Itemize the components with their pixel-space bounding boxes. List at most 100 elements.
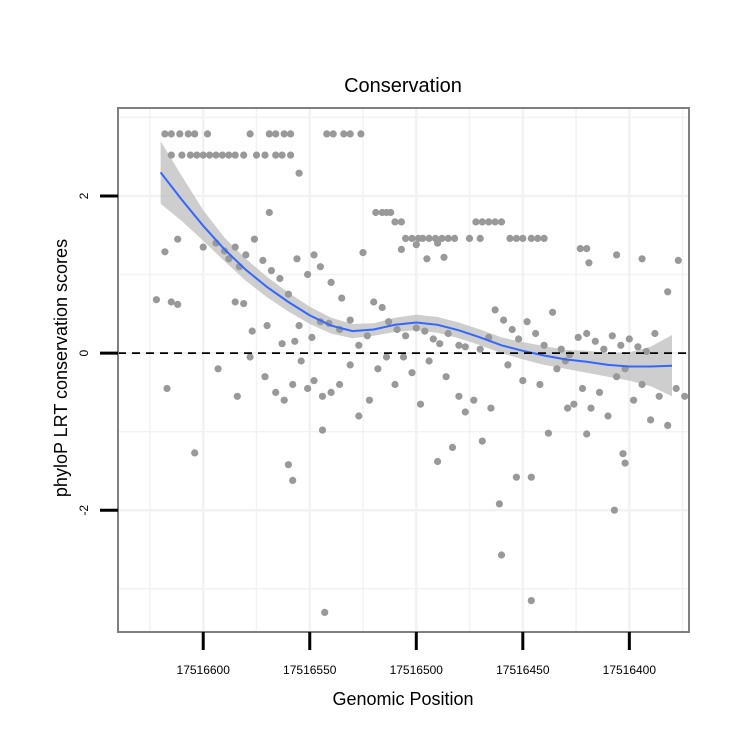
data-point [240, 300, 248, 308]
data-point [318, 392, 327, 400]
data-point [318, 426, 327, 434]
data-point [387, 208, 395, 217]
data-point [634, 343, 642, 351]
data-point [363, 332, 371, 340]
data-point [423, 255, 431, 263]
data-point [184, 130, 192, 138]
data-point [276, 274, 284, 283]
data-point [393, 325, 401, 334]
data-point [346, 316, 354, 324]
data-point [167, 130, 175, 138]
data-point [448, 443, 457, 451]
data-point [476, 234, 484, 242]
chart-title: Conservation [344, 75, 462, 97]
data-point [265, 130, 273, 138]
data-point [504, 361, 512, 369]
data-point [231, 151, 239, 159]
data-point [478, 218, 486, 226]
data-point [295, 322, 303, 330]
data-point [261, 373, 269, 381]
data-point [570, 400, 578, 408]
x-tick-label: 17516500 [390, 663, 444, 677]
data-point [259, 256, 267, 264]
data-point [461, 343, 469, 351]
data-point [176, 130, 184, 138]
data-point [402, 332, 410, 340]
data-point [536, 380, 544, 389]
y-axis-label: phyloP LRT conservation scores [51, 239, 71, 497]
smooth-line [159, 171, 673, 368]
data-point [451, 234, 459, 242]
data-point [316, 263, 324, 271]
data-point [233, 392, 241, 400]
data-point [625, 335, 633, 343]
data-point [295, 169, 303, 177]
data-point [240, 151, 248, 159]
data-point [267, 267, 275, 275]
data-point [519, 377, 527, 385]
data-point [465, 234, 474, 242]
data-point [491, 218, 499, 226]
y-tick-label: 2 [77, 192, 91, 199]
data-point [193, 151, 201, 159]
confidence-ribbon [160, 141, 672, 397]
data-point [408, 234, 416, 242]
data-point [246, 130, 254, 138]
data-point [515, 335, 523, 343]
data-point [647, 416, 655, 424]
data-point [485, 218, 493, 226]
data-point [583, 329, 591, 338]
data-point [655, 392, 663, 400]
data-point [372, 208, 380, 217]
data-point [613, 251, 621, 259]
data-point [231, 298, 239, 306]
data-point [265, 208, 273, 217]
data-point [397, 218, 405, 226]
data-point [167, 298, 175, 306]
data-point [617, 341, 625, 349]
data-point [674, 256, 682, 264]
data-point [220, 247, 229, 255]
data-point [242, 251, 250, 259]
x-tick-label: 17516450 [496, 663, 550, 677]
data-point [278, 340, 286, 348]
data-point [280, 396, 288, 404]
data-point [455, 392, 463, 400]
data-point [310, 377, 318, 385]
data-point [574, 333, 582, 341]
data-point [284, 461, 292, 469]
data-point [408, 369, 416, 377]
data-point [304, 270, 312, 279]
data-point [630, 396, 638, 404]
data-point [391, 218, 399, 226]
data-point [186, 151, 194, 159]
data-point [338, 294, 346, 302]
x-axis-label: Genomic Position [332, 689, 473, 709]
data-point [566, 351, 574, 359]
data-point [557, 345, 565, 353]
data-point [500, 316, 508, 324]
data-point [250, 235, 258, 243]
data-point [534, 234, 542, 242]
data-point [527, 597, 535, 605]
data-point [340, 130, 348, 138]
data-point [225, 255, 233, 263]
data-point [178, 151, 186, 159]
data-point [199, 151, 207, 159]
x-axis: 17516600 17516550 17516500 17516450 17516400 [177, 632, 656, 677]
data-point [357, 130, 365, 138]
data-point [252, 151, 261, 159]
data-point [591, 337, 599, 345]
data-point [323, 130, 331, 138]
data-point [327, 388, 335, 396]
x-tick-label: 17516550 [283, 663, 337, 677]
data-point [476, 345, 484, 353]
data-point [540, 341, 548, 349]
data-point [587, 404, 595, 412]
data-point [434, 457, 442, 466]
data-point [402, 234, 410, 242]
data-point [203, 130, 212, 138]
data-point [455, 341, 463, 349]
data-point [152, 296, 160, 304]
data-point [664, 421, 672, 429]
